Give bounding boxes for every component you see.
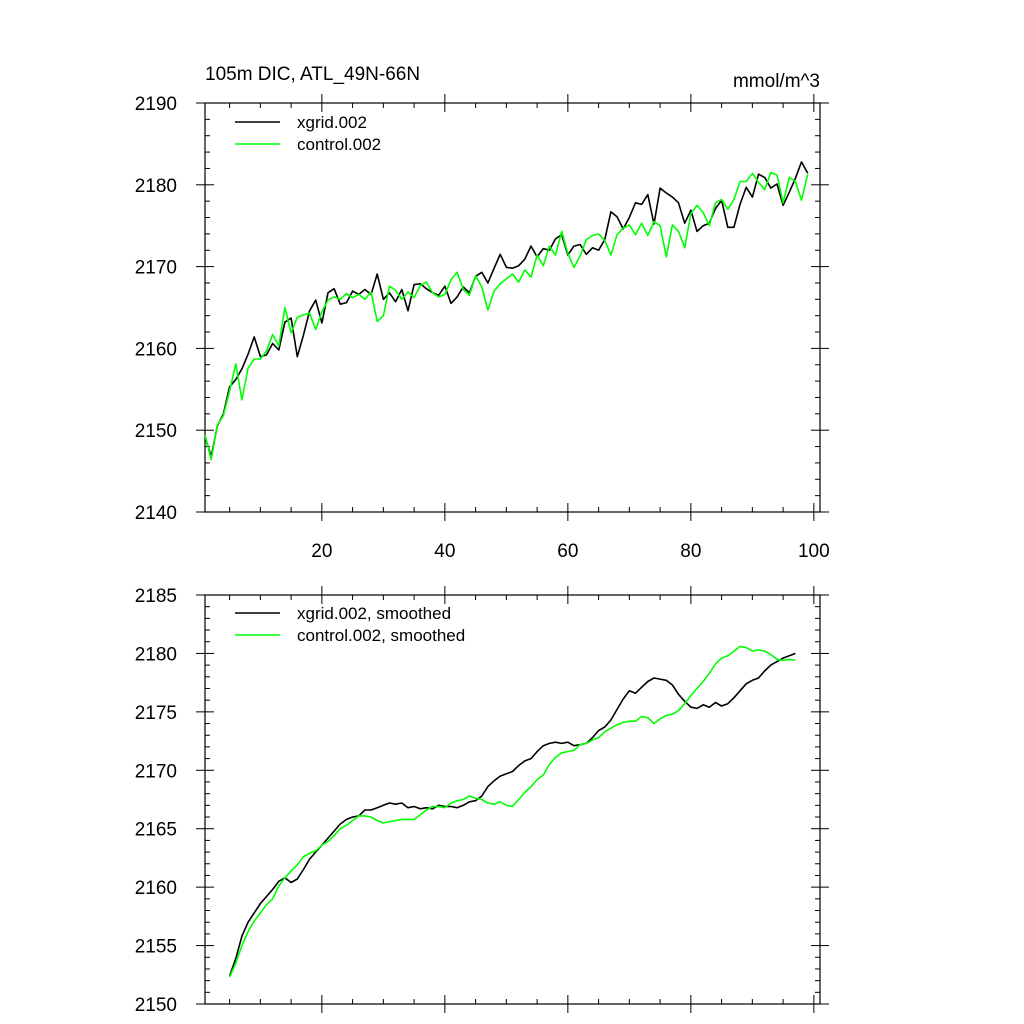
y-tick-label: 2140 [135,503,177,524]
legend-label: xgrid.002 [297,113,367,132]
legend-label: xgrid.002, smoothed [297,604,451,623]
top-chart-units: mmol/m^3 [733,71,820,92]
plot-frame [204,102,821,513]
plot-frame [204,594,821,1005]
y-tick-label: 2160 [135,878,177,899]
y-tick-label: 2185 [135,586,177,607]
x-tick-label: 60 [557,541,578,562]
series-line-control [228,645,796,978]
series-line-control [204,171,809,461]
series-line-xgrid [228,652,796,977]
top-chart-title: 105m DIC, ATL_49N-66N [205,64,420,85]
legend-label: control.002 [297,135,381,154]
y-tick-label: 2190 [135,94,177,115]
y-tick-label: 2150 [135,421,177,442]
bottom-chart-panel: 2150 2155 2160 2165 2170 2175 2180 2185 xgrid.00… [135,586,829,1016]
y-tick-label: 2160 [135,339,177,360]
x-tick-label: 40 [434,541,455,562]
y-tick-label: 2150 [135,995,177,1016]
x-tick-label: 20 [311,541,332,562]
series-line-xgrid [204,161,809,458]
y-tick-label: 2165 [135,820,177,841]
y-tick-label: 2155 [135,937,177,958]
top-chart-panel: 20 40 60 80 100 2140 2150 2160 2170 2180 2190 xgrid… [135,94,830,562]
y-tick-label: 2180 [135,644,177,665]
x-tick-label: 80 [680,541,701,562]
y-tick-label: 2175 [135,703,177,724]
y-tick-label: 2170 [135,761,177,782]
legend-label: control.002, smoothed [297,626,465,645]
x-tick-label: 100 [798,541,830,562]
y-tick-label: 2170 [135,258,177,279]
y-tick-label: 2180 [135,176,177,197]
